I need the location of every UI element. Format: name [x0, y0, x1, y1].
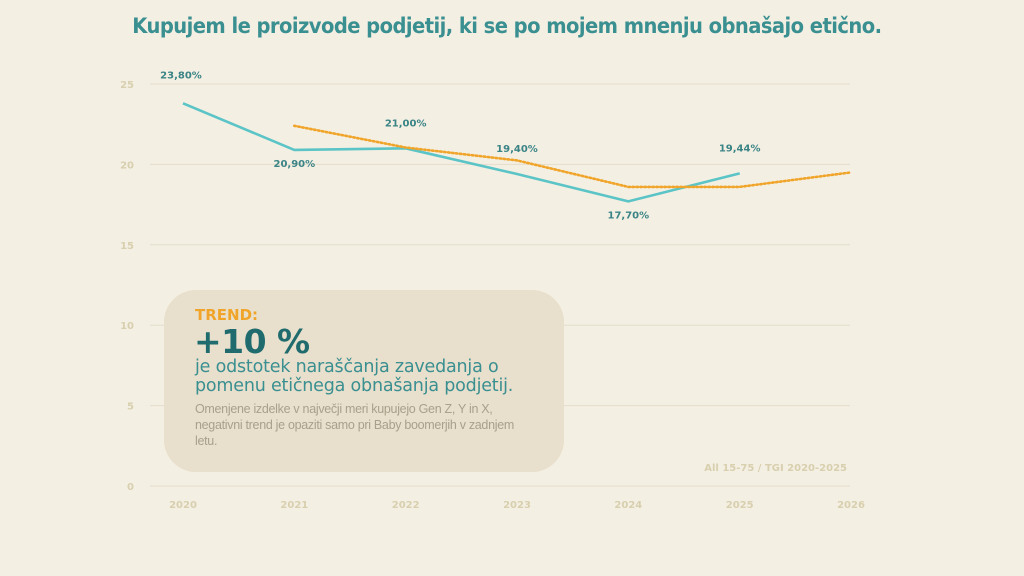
source-note: All 15-75 / TGI 2020-2025	[704, 463, 847, 474]
trend-description: je odstotek naraščanja zavedanja o pomen…	[195, 357, 514, 396]
series-lines	[182, 102, 853, 203]
trend-note: Omenjene izdelke v največji meri kupujej…	[195, 402, 514, 448]
x-tick-label: 2020	[169, 500, 197, 511]
y-tick-label: 5	[127, 402, 134, 413]
y-tick-label: 20	[120, 160, 134, 171]
x-axis-ticks: 2020 2021 2022 2023 2024 2025 2026	[169, 500, 865, 511]
data-labels: 23,80% 20,90% 21,00% 19,40% 17,70% 19,44%	[160, 70, 760, 221]
x-tick-label: 2022	[392, 500, 420, 511]
x-tick-label: 2023	[503, 500, 531, 511]
data-label: 23,80%	[160, 70, 202, 81]
chart-title: Kupujem le proizvode podjetij, ki se po …	[132, 14, 882, 38]
y-tick-label: 10	[120, 321, 134, 332]
x-tick-label: 2026	[837, 500, 865, 511]
x-tick-label: 2021	[280, 500, 308, 511]
data-label: 17,70%	[608, 210, 650, 221]
data-label: 19,40%	[496, 144, 538, 155]
data-label: 21,00%	[385, 118, 427, 129]
data-label: 19,44%	[719, 143, 761, 154]
y-tick-label: 25	[120, 80, 134, 91]
data-label: 20,90%	[274, 159, 316, 170]
trend-line	[293, 124, 853, 189]
y-axis-ticks: 0 5 10 15 20 25	[120, 80, 134, 493]
y-tick-label: 0	[127, 482, 134, 493]
x-tick-label: 2024	[614, 500, 642, 511]
trend-label: TREND:	[195, 306, 259, 324]
trend-value: +10 %	[194, 322, 310, 361]
y-tick-label: 15	[120, 241, 134, 252]
x-tick-label: 2025	[726, 500, 754, 511]
series-line	[182, 102, 741, 203]
trend-card: TREND: +10 % je odstotek naraščanja zave…	[164, 290, 564, 472]
